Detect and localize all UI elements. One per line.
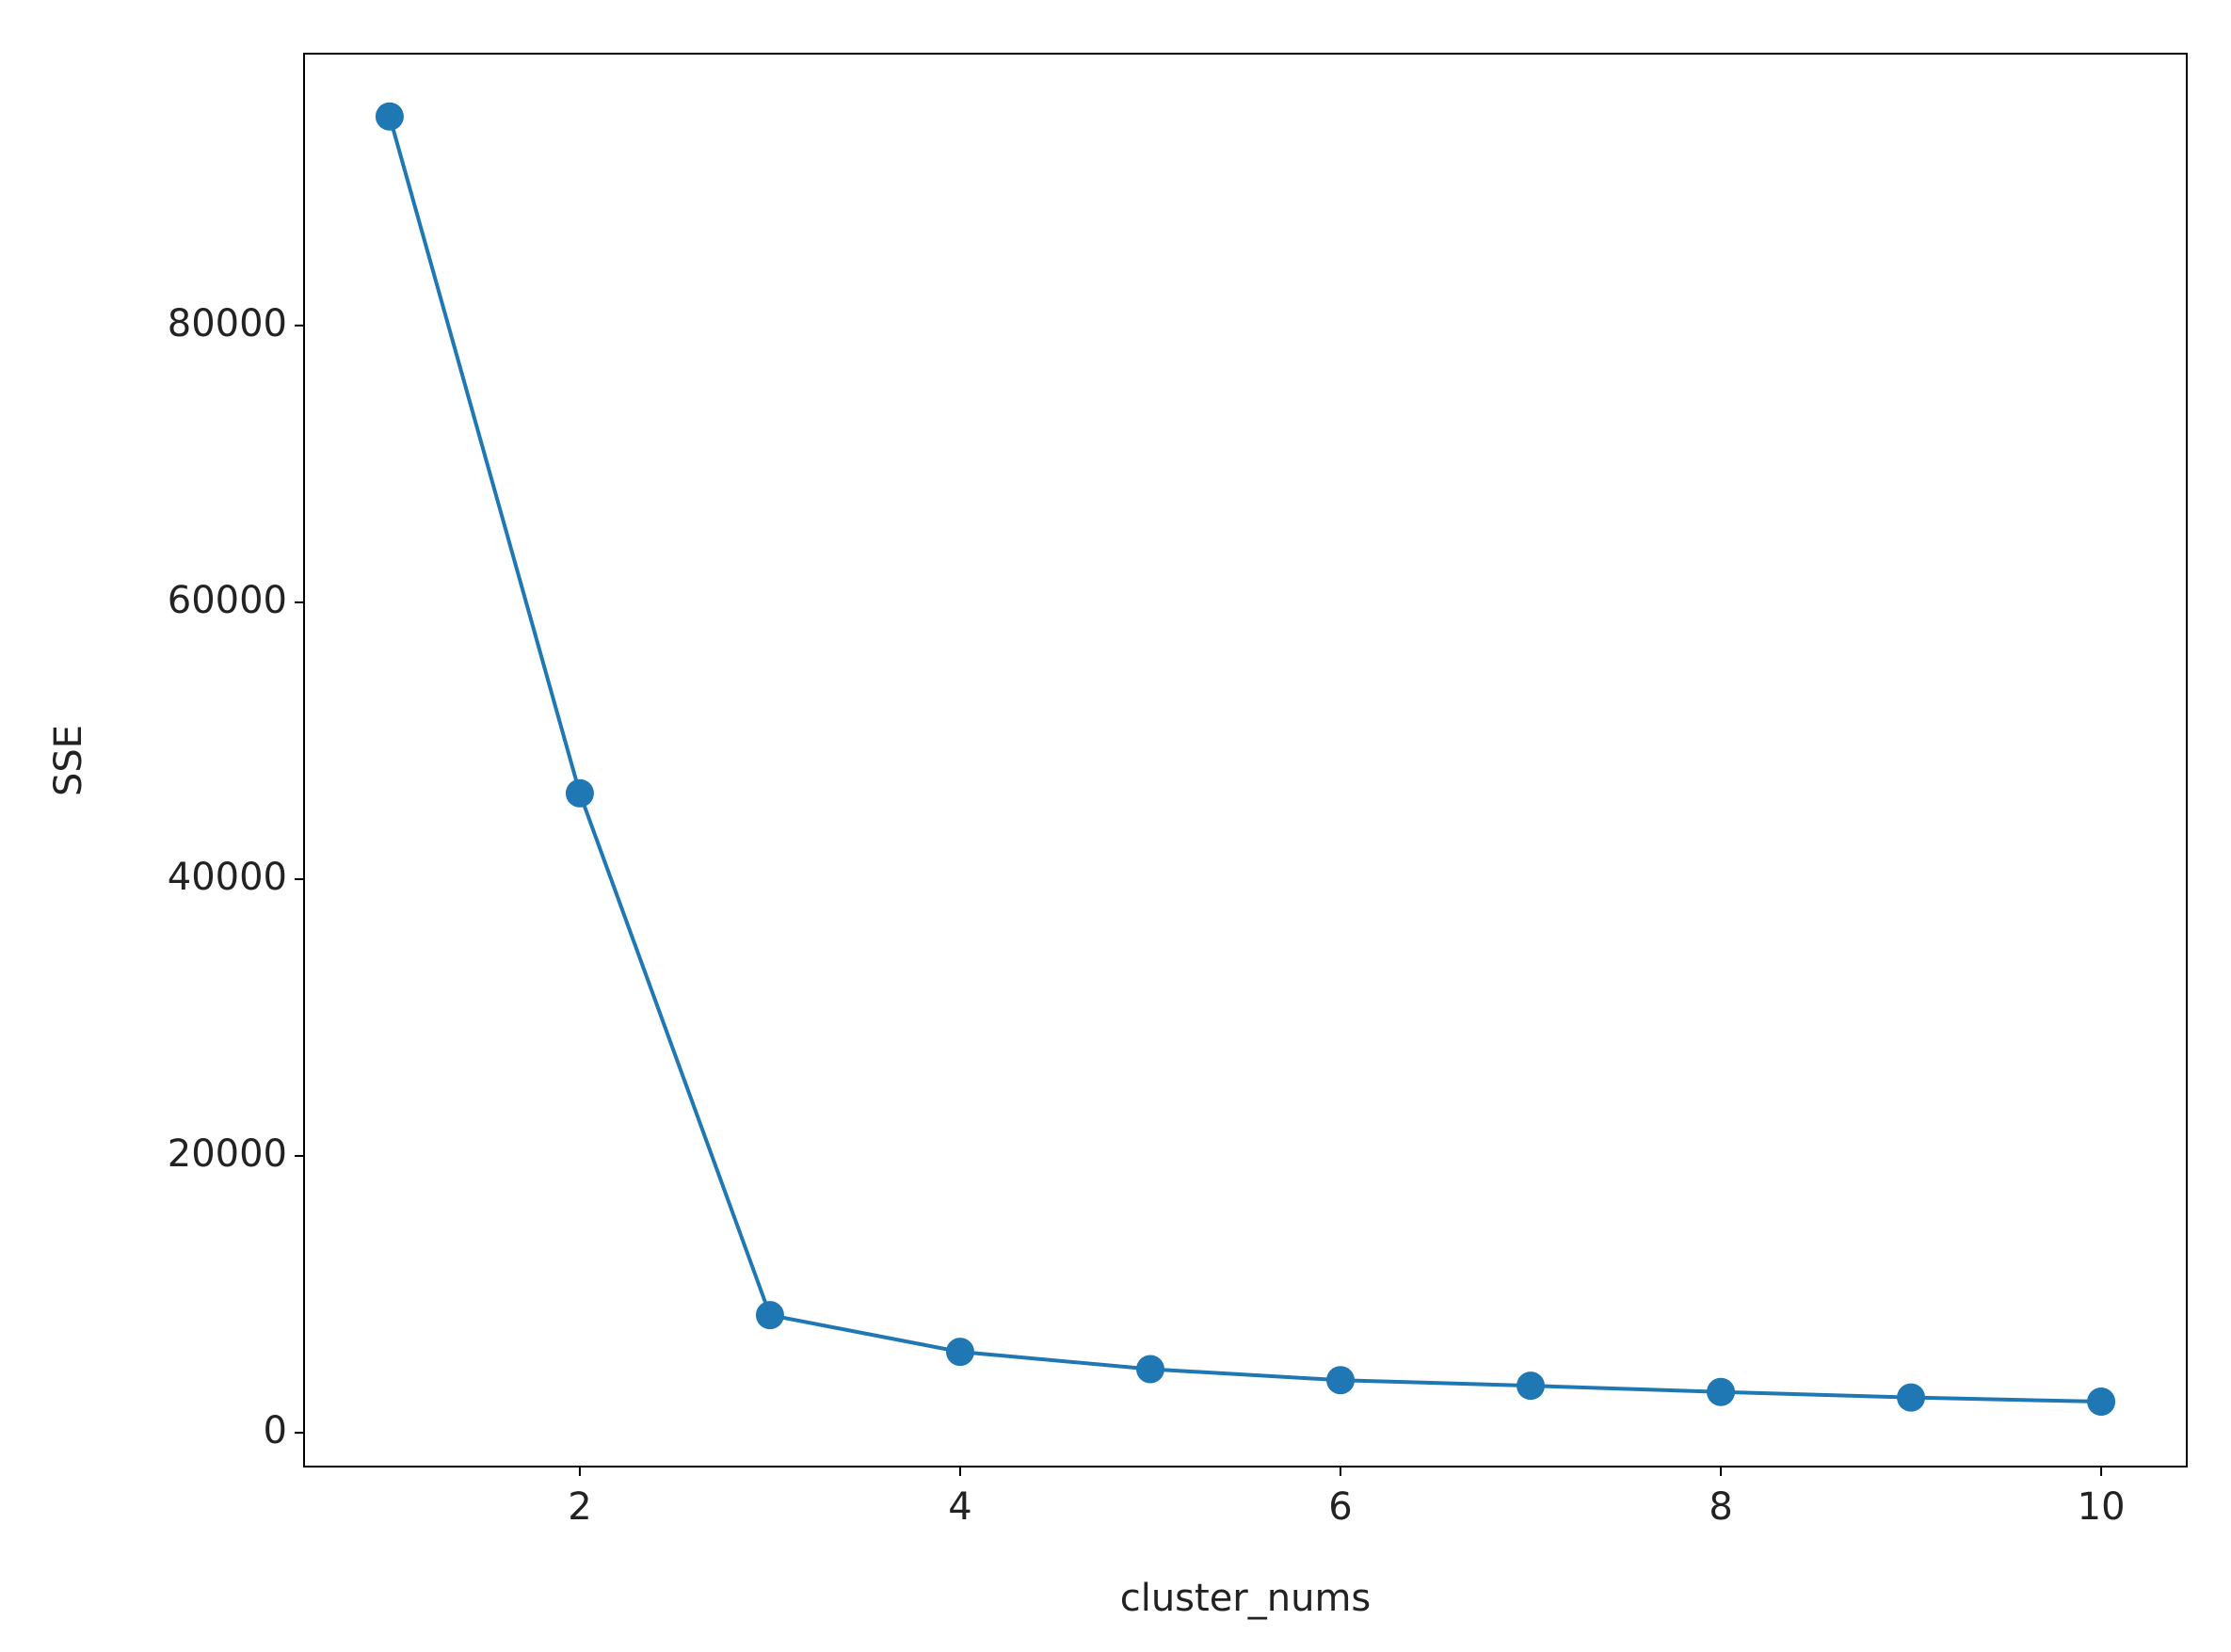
x-tick-label: 8 — [1709, 1485, 1732, 1529]
x-tick-label: 4 — [948, 1485, 971, 1529]
data-point — [1326, 1366, 1356, 1395]
data-point — [2087, 1387, 2116, 1417]
data-point — [565, 778, 594, 808]
series-line — [387, 116, 2102, 1404]
y-axis-label: SSE — [47, 725, 90, 796]
x-axis-label: cluster_nums — [1120, 1577, 1372, 1620]
data-point — [1135, 1355, 1164, 1384]
data-point — [1897, 1383, 1926, 1412]
data-point — [1707, 1377, 1736, 1406]
y-tick-label: 20000 — [168, 1132, 287, 1176]
plot-frame — [303, 53, 2188, 1468]
data-point — [1517, 1371, 1546, 1401]
x-tick-label: 2 — [568, 1485, 591, 1529]
y-tick-label: 60000 — [168, 579, 287, 622]
data-point — [945, 1338, 974, 1367]
data-point — [375, 102, 404, 131]
x-tick-label: 6 — [1328, 1485, 1352, 1529]
y-tick-label: 80000 — [168, 302, 287, 345]
x-tick-label: 10 — [2078, 1485, 2126, 1529]
data-point — [755, 1301, 784, 1330]
y-tick-label: 40000 — [168, 856, 287, 899]
y-tick-label: 0 — [264, 1409, 287, 1452]
